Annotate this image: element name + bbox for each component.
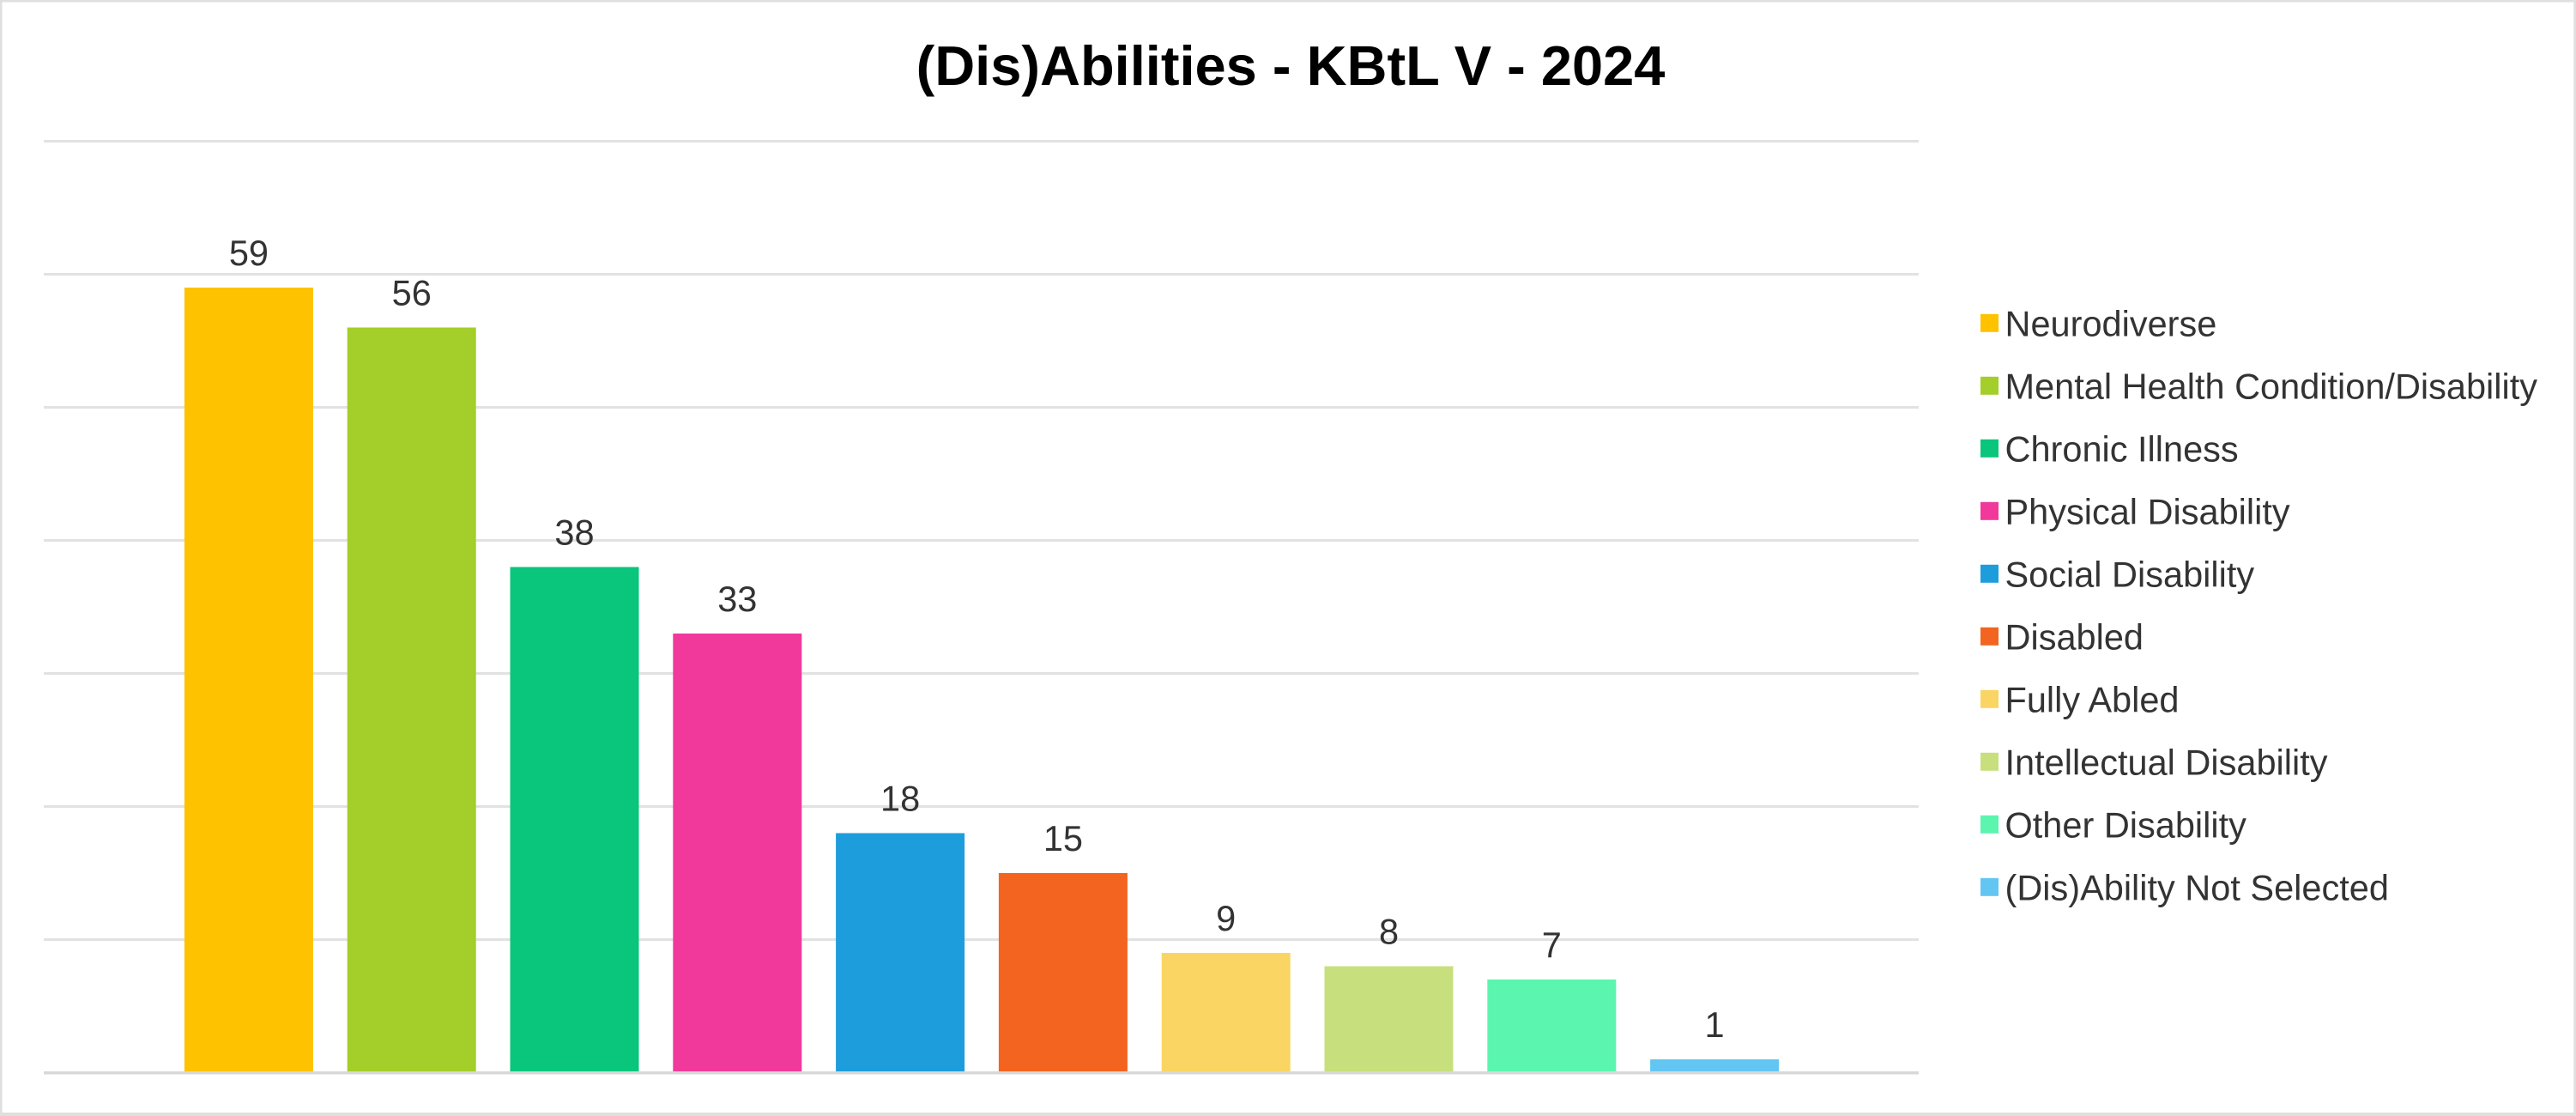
svg-text:Disabled: Disabled	[2005, 616, 2144, 657]
svg-text:56: 56	[392, 273, 432, 313]
svg-text:Chronic Illness: Chronic Illness	[2005, 428, 2239, 469]
svg-text:Physical Disability: Physical Disability	[2005, 491, 2290, 531]
svg-text:15: 15	[1043, 818, 1083, 858]
svg-text:1: 1	[1705, 1004, 1725, 1045]
svg-text:Social Disability: Social Disability	[2005, 554, 2255, 594]
svg-text:38: 38	[554, 513, 594, 553]
svg-text:18: 18	[880, 779, 920, 819]
svg-text:Other Disability: Other Disability	[2005, 804, 2247, 845]
svg-text:Intellectual Disability: Intellectual Disability	[2005, 742, 2328, 782]
svg-text:(Dis)Ability Not Selected: (Dis)Ability Not Selected	[2005, 867, 2389, 907]
svg-text:9: 9	[1216, 898, 1236, 938]
svg-text:59: 59	[229, 233, 269, 273]
svg-text:33: 33	[717, 579, 757, 619]
svg-text:Mental Health Condition/Disabi: Mental Health Condition/Disability	[2005, 366, 2538, 406]
svg-text:7: 7	[1542, 925, 1562, 965]
svg-text:Fully Abled: Fully Abled	[2005, 679, 2180, 719]
svg-text:Neurodiverse: Neurodiverse	[2005, 303, 2217, 343]
svg-text:8: 8	[1379, 912, 1399, 952]
svg-text:(Dis)Abilities - KBtL V - 2024: (Dis)Abilities - KBtL V - 2024	[916, 34, 1666, 97]
